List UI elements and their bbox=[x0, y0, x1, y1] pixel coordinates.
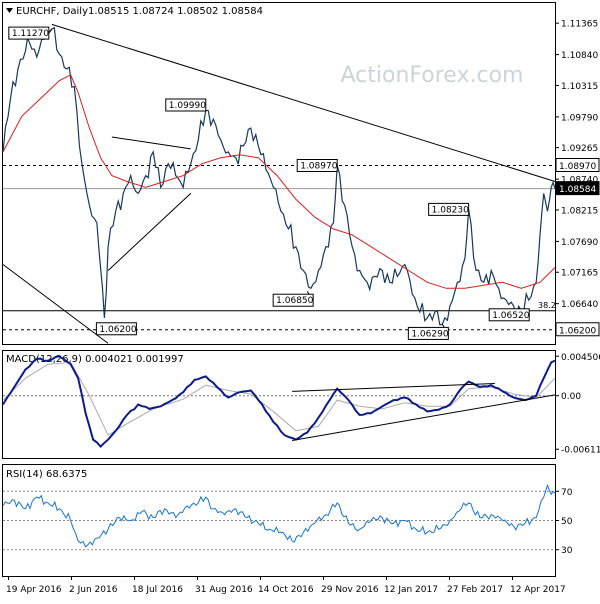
annotation-box bbox=[95, 322, 137, 336]
price-downtrend-line bbox=[51, 23, 556, 182]
rsi-y-tick-label: 30 bbox=[561, 546, 573, 556]
x-tick-label: 12 Jan 2017 bbox=[384, 585, 438, 595]
price-panel-frame bbox=[2, 2, 556, 345]
symbol-label: EURCHF, Daily bbox=[16, 6, 88, 17]
annotation-label: 1.06290 bbox=[411, 329, 448, 339]
annotation-box bbox=[272, 293, 314, 307]
price-y-tick-label: 1.07165 bbox=[561, 269, 598, 279]
x-tick-label: 19 Apr 2016 bbox=[6, 585, 62, 595]
annotation-box bbox=[296, 158, 338, 172]
fib-label: 38.2 bbox=[538, 301, 556, 310]
rsi-y-tick-label: 70 bbox=[561, 488, 573, 498]
x-tick-label: 31 Aug 2016 bbox=[195, 585, 253, 595]
x-tick-label: 27 Feb 2017 bbox=[447, 585, 503, 595]
annotation-label: 1.06850 bbox=[276, 296, 313, 306]
x-tick-label: 29 Nov 2016 bbox=[321, 585, 379, 595]
timeframe-text: Daily bbox=[63, 6, 88, 17]
macd-y-tick-label: 0.00 bbox=[561, 392, 581, 402]
price-level-label: 1.08584 bbox=[559, 185, 596, 195]
price-y-tick-label: 1.06640 bbox=[561, 300, 598, 310]
rsi-line bbox=[2, 483, 556, 548]
axis-layer: 1.11365 1.10840 1.10315 1.09790 1.09265 1.087… bbox=[6, 20, 600, 595]
annotation-label: 1.08970 bbox=[300, 161, 337, 171]
x-tick-label: 2 Jun 2016 bbox=[69, 585, 118, 595]
macd-title: MACD(12,26,9) 0.004021 0.001997 bbox=[6, 354, 184, 365]
price-y-tick-label: 1.09265 bbox=[561, 144, 598, 154]
x-tick-label: 14 Oct 2016 bbox=[258, 585, 314, 595]
annotation-box bbox=[407, 326, 449, 340]
price-ma-line bbox=[2, 74, 556, 289]
x-tick-label: 12 Apr 2017 bbox=[510, 585, 566, 595]
price-y-tick-label: 1.08740 bbox=[561, 176, 598, 186]
price-y-tick-label: 1.07690 bbox=[561, 238, 598, 248]
rsi-y-tick-label: 50 bbox=[561, 517, 573, 527]
price-level-label: 1.06200 bbox=[559, 326, 596, 336]
macd-signal-line bbox=[2, 361, 556, 436]
price-level-label: 1.08970 bbox=[559, 162, 596, 172]
rsi-layer bbox=[2, 483, 556, 551]
price-y-tick-label: 1.09790 bbox=[561, 113, 598, 123]
x-tick-label: 18 Jul 2016 bbox=[132, 585, 183, 595]
price-level-box bbox=[555, 181, 600, 196]
price-y-tick-label: 1.08215 bbox=[561, 206, 598, 216]
annotation-label: 1.11270 bbox=[12, 29, 49, 39]
annotation-label: 1.08230 bbox=[432, 205, 469, 215]
price-level-box bbox=[555, 322, 600, 337]
annotation-label: 1.06200 bbox=[99, 325, 136, 335]
rsi-title: RSI(14) 68.6375 bbox=[6, 469, 87, 480]
price-channel-lower bbox=[107, 193, 192, 271]
symbol-text: EURCHF bbox=[16, 6, 57, 17]
price-level-box bbox=[555, 157, 600, 172]
annotation-box bbox=[488, 308, 530, 322]
watermark: ActionForex.com bbox=[341, 63, 524, 88]
macd-y-tick-label: -0.006116 bbox=[561, 446, 600, 456]
annotation-box bbox=[165, 98, 207, 112]
price-layer: 38.2 1.11270 1.09990 1.08970 1.08230 1.06850 1… bbox=[2, 23, 556, 344]
macd-layer bbox=[2, 355, 556, 449]
ohlc-readout: 1.08515 1.08724 1.08502 1.08584 bbox=[88, 6, 263, 17]
annotation-label: 1.09990 bbox=[169, 101, 206, 111]
price-lower-trend-line bbox=[2, 264, 109, 344]
price-y-tick-label: 1.11365 bbox=[561, 20, 598, 30]
macd-panel-frame bbox=[2, 350, 556, 459]
collapse-triangle-icon[interactable] bbox=[6, 8, 13, 13]
annotation-box bbox=[8, 26, 50, 40]
macd-y-tick-label: 0.004506 bbox=[561, 353, 600, 363]
macd-trendline bbox=[292, 382, 495, 392]
symbol-sep: , bbox=[56, 6, 62, 17]
macd-trendline bbox=[292, 394, 556, 441]
price-series-line bbox=[2, 26, 556, 326]
macd-line bbox=[2, 355, 556, 449]
price-y-tick-label: 1.10315 bbox=[561, 82, 598, 92]
annotation-label: 1.06520 bbox=[492, 311, 529, 321]
price-y-tick-label: 1.10840 bbox=[561, 51, 598, 61]
price-channel-upper bbox=[111, 136, 191, 150]
annotation-box bbox=[428, 202, 470, 216]
